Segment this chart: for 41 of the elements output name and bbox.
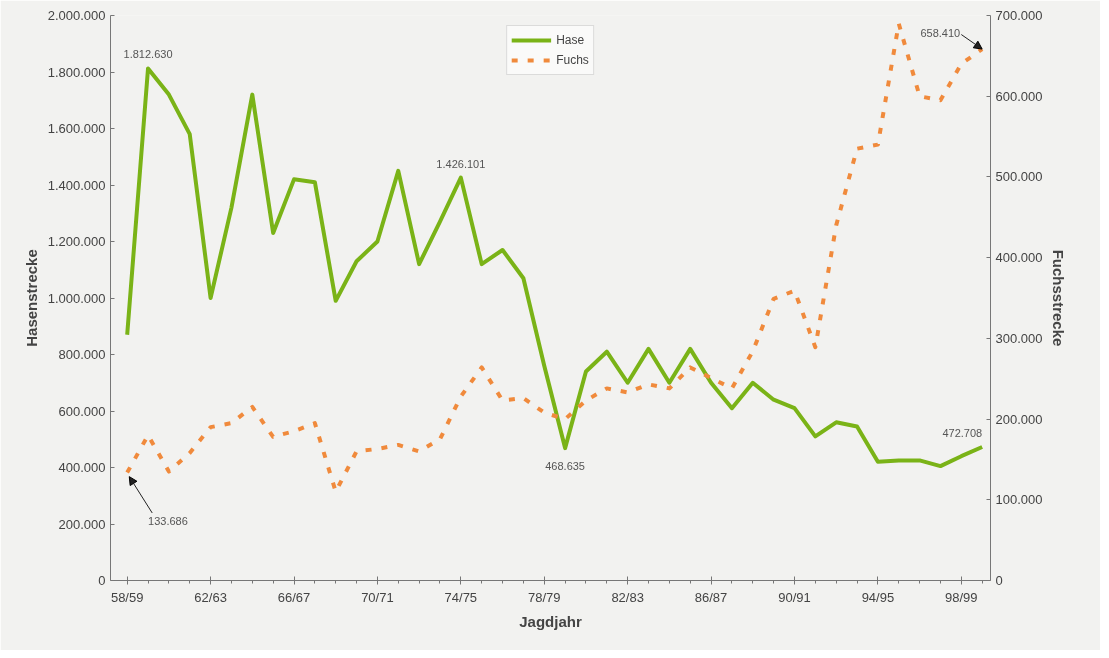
legend-label: Fuchs bbox=[556, 53, 589, 67]
data-label: 1.426.101 bbox=[436, 157, 486, 170]
y2-tick-label: 400.000 bbox=[995, 250, 1043, 266]
x-tick-label: 78/79 bbox=[527, 589, 561, 605]
y-tick-label: 1.200.000 bbox=[47, 234, 106, 249]
x-tick-label: 90/91 bbox=[778, 589, 811, 605]
x-tick-label: 62/63 bbox=[194, 589, 227, 605]
data-label: 472.708 bbox=[942, 426, 983, 439]
data-label: 658.410 bbox=[920, 27, 961, 40]
y-tick-label: 2.000.000 bbox=[47, 8, 106, 23]
y2-tick-label: 0 bbox=[995, 573, 1003, 588]
y2-tick-label: 500.000 bbox=[995, 169, 1043, 185]
x-tick-label: 94/95 bbox=[861, 589, 895, 605]
data-label: 133.686 bbox=[148, 514, 188, 527]
y-tick-label: 0 bbox=[98, 573, 106, 588]
y-tick-label: 1.000.000 bbox=[47, 290, 106, 306]
x-tick-label: 58/59 bbox=[110, 589, 144, 605]
y2-tick-label: 600.000 bbox=[995, 88, 1043, 104]
y2-axis-title: Fuchsstrecke bbox=[1050, 249, 1068, 347]
x-tick-label: 82/83 bbox=[611, 589, 644, 605]
y2-tick-label: 200.000 bbox=[995, 411, 1043, 427]
x-axis-title: Jagdjahr bbox=[519, 612, 582, 630]
y-tick-label: 600.000 bbox=[58, 403, 106, 419]
y-tick-label: 1.800.000 bbox=[47, 64, 106, 80]
x-tick-label: 74/75 bbox=[444, 589, 478, 605]
y-tick-label: 1.600.000 bbox=[47, 121, 106, 136]
x-tick-label: 86/87 bbox=[694, 589, 728, 605]
y-tick-label: 1.400.000 bbox=[47, 177, 106, 193]
data-label: 468.635 bbox=[545, 460, 585, 473]
y-tick-label: 400.000 bbox=[58, 460, 106, 475]
x-tick-label: 98/99 bbox=[945, 589, 978, 605]
y-tick-label: 800.000 bbox=[58, 347, 106, 362]
y-axis-title: Hasenstrecke bbox=[22, 249, 40, 347]
y2-tick-label: 700.000 bbox=[995, 8, 1043, 23]
y2-tick-label: 300.000 bbox=[995, 330, 1043, 346]
x-tick-label: 70/71 bbox=[361, 589, 394, 605]
data-label: 1.812.630 bbox=[123, 48, 173, 61]
y2-tick-label: 100.000 bbox=[995, 492, 1043, 508]
y-tick-label: 200.000 bbox=[58, 516, 106, 532]
x-tick-label: 66/67 bbox=[277, 589, 311, 605]
legend-label: Hase bbox=[556, 33, 585, 47]
